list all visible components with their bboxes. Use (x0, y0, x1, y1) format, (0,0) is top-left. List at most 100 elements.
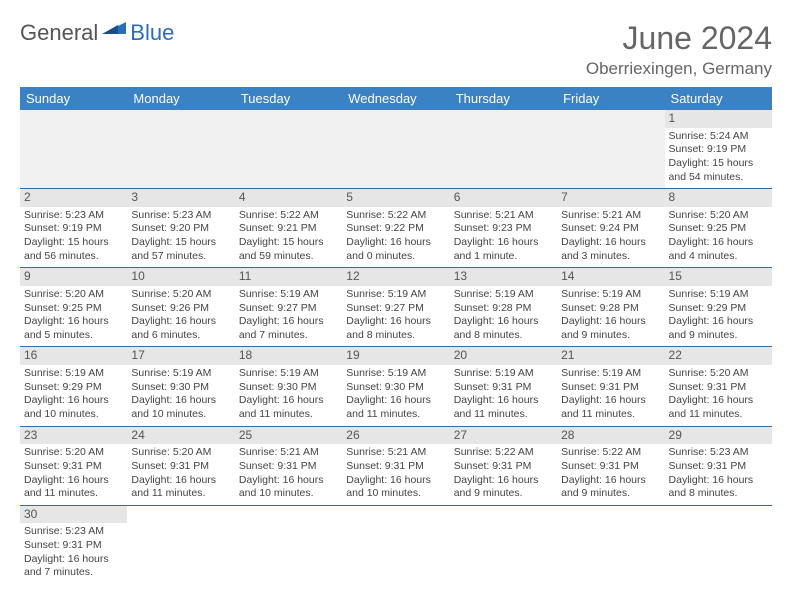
calendar-row: 16Sunrise: 5:19 AMSunset: 9:29 PMDayligh… (20, 347, 772, 426)
sunset-line: Sunset: 9:30 PM (131, 381, 230, 395)
sunrise-line: Sunrise: 5:24 AM (669, 130, 768, 144)
sunrise-line: Sunrise: 5:23 AM (131, 209, 230, 223)
sunset-line: Sunset: 9:25 PM (669, 222, 768, 236)
sunrise-line: Sunrise: 5:19 AM (239, 288, 338, 302)
day-info: Sunrise: 5:21 AMSunset: 9:24 PMDaylight:… (561, 209, 660, 264)
sunrise-line: Sunrise: 5:23 AM (24, 209, 123, 223)
day-number: 21 (557, 347, 664, 365)
day-number: 12 (342, 268, 449, 286)
day-number: 28 (557, 427, 664, 445)
day-number: 3 (127, 189, 234, 207)
weekday-header: Wednesday (342, 87, 449, 110)
day-info: Sunrise: 5:24 AMSunset: 9:19 PMDaylight:… (669, 130, 768, 185)
calendar-empty-cell (235, 110, 342, 189)
sunset-line: Sunset: 9:21 PM (239, 222, 338, 236)
day-number: 7 (557, 189, 664, 207)
sunrise-line: Sunrise: 5:20 AM (131, 288, 230, 302)
calendar-table: SundayMondayTuesdayWednesdayThursdayFrid… (20, 87, 772, 584)
calendar-day-cell: 26Sunrise: 5:21 AMSunset: 9:31 PMDayligh… (342, 426, 449, 505)
sunrise-line: Sunrise: 5:22 AM (346, 209, 445, 223)
sunrise-line: Sunrise: 5:19 AM (561, 367, 660, 381)
calendar-row: 30Sunrise: 5:23 AMSunset: 9:31 PMDayligh… (20, 505, 772, 584)
sunrise-line: Sunrise: 5:19 AM (669, 288, 768, 302)
day-number: 15 (665, 268, 772, 286)
day-info: Sunrise: 5:23 AMSunset: 9:31 PMDaylight:… (669, 446, 768, 501)
sunset-line: Sunset: 9:22 PM (346, 222, 445, 236)
sunrise-line: Sunrise: 5:19 AM (346, 288, 445, 302)
calendar-day-cell: 30Sunrise: 5:23 AMSunset: 9:31 PMDayligh… (20, 505, 127, 584)
day-info: Sunrise: 5:23 AMSunset: 9:19 PMDaylight:… (24, 209, 123, 264)
weekday-header: Friday (557, 87, 664, 110)
calendar-day-cell: 17Sunrise: 5:19 AMSunset: 9:30 PMDayligh… (127, 347, 234, 426)
daylight-line: Daylight: 16 hours and 1 minute. (454, 236, 553, 263)
sunset-line: Sunset: 9:26 PM (131, 302, 230, 316)
daylight-line: Daylight: 16 hours and 11 minutes. (669, 394, 768, 421)
sunrise-line: Sunrise: 5:22 AM (561, 446, 660, 460)
calendar-day-cell: 11Sunrise: 5:19 AMSunset: 9:27 PMDayligh… (235, 268, 342, 347)
daylight-line: Daylight: 16 hours and 7 minutes. (239, 315, 338, 342)
sunrise-line: Sunrise: 5:20 AM (669, 209, 768, 223)
day-info: Sunrise: 5:20 AMSunset: 9:31 PMDaylight:… (669, 367, 768, 422)
calendar-day-cell: 19Sunrise: 5:19 AMSunset: 9:30 PMDayligh… (342, 347, 449, 426)
daylight-line: Daylight: 16 hours and 10 minutes. (346, 474, 445, 501)
calendar-row: 23Sunrise: 5:20 AMSunset: 9:31 PMDayligh… (20, 426, 772, 505)
day-info: Sunrise: 5:19 AMSunset: 9:27 PMDaylight:… (346, 288, 445, 343)
calendar-day-cell: 24Sunrise: 5:20 AMSunset: 9:31 PMDayligh… (127, 426, 234, 505)
sunset-line: Sunset: 9:31 PM (561, 460, 660, 474)
day-number: 30 (20, 506, 127, 524)
daylight-line: Daylight: 16 hours and 0 minutes. (346, 236, 445, 263)
sunset-line: Sunset: 9:31 PM (669, 381, 768, 395)
calendar-day-cell: 9Sunrise: 5:20 AMSunset: 9:25 PMDaylight… (20, 268, 127, 347)
sunset-line: Sunset: 9:20 PM (131, 222, 230, 236)
calendar-day-cell: 22Sunrise: 5:20 AMSunset: 9:31 PMDayligh… (665, 347, 772, 426)
day-info: Sunrise: 5:20 AMSunset: 9:25 PMDaylight:… (24, 288, 123, 343)
sunset-line: Sunset: 9:30 PM (239, 381, 338, 395)
sunrise-line: Sunrise: 5:19 AM (346, 367, 445, 381)
daylight-line: Daylight: 16 hours and 4 minutes. (669, 236, 768, 263)
calendar-day-cell: 21Sunrise: 5:19 AMSunset: 9:31 PMDayligh… (557, 347, 664, 426)
sunset-line: Sunset: 9:29 PM (669, 302, 768, 316)
daylight-line: Daylight: 16 hours and 11 minutes. (561, 394, 660, 421)
day-number: 19 (342, 347, 449, 365)
sunset-line: Sunset: 9:31 PM (24, 460, 123, 474)
day-info: Sunrise: 5:20 AMSunset: 9:25 PMDaylight:… (669, 209, 768, 264)
sunset-line: Sunset: 9:19 PM (24, 222, 123, 236)
weekday-header: Tuesday (235, 87, 342, 110)
calendar-empty-cell (127, 110, 234, 189)
logo: General Blue (20, 20, 174, 46)
calendar-day-cell: 15Sunrise: 5:19 AMSunset: 9:29 PMDayligh… (665, 268, 772, 347)
day-number: 18 (235, 347, 342, 365)
day-number: 2 (20, 189, 127, 207)
daylight-line: Daylight: 16 hours and 5 minutes. (24, 315, 123, 342)
day-number: 14 (557, 268, 664, 286)
day-info: Sunrise: 5:23 AMSunset: 9:31 PMDaylight:… (24, 525, 123, 580)
weekday-header: Thursday (450, 87, 557, 110)
sunrise-line: Sunrise: 5:20 AM (131, 446, 230, 460)
title-block: June 2024 Oberriexingen, Germany (586, 20, 772, 79)
day-info: Sunrise: 5:22 AMSunset: 9:31 PMDaylight:… (561, 446, 660, 501)
daylight-line: Daylight: 16 hours and 6 minutes. (131, 315, 230, 342)
sunrise-line: Sunrise: 5:21 AM (561, 209, 660, 223)
weekday-header-row: SundayMondayTuesdayWednesdayThursdayFrid… (20, 87, 772, 110)
day-info: Sunrise: 5:20 AMSunset: 9:31 PMDaylight:… (24, 446, 123, 501)
sunset-line: Sunset: 9:31 PM (346, 460, 445, 474)
calendar-day-cell: 5Sunrise: 5:22 AMSunset: 9:22 PMDaylight… (342, 189, 449, 268)
day-number: 8 (665, 189, 772, 207)
daylight-line: Daylight: 16 hours and 7 minutes. (24, 553, 123, 580)
calendar-day-cell: 29Sunrise: 5:23 AMSunset: 9:31 PMDayligh… (665, 426, 772, 505)
calendar-day-cell: 12 Sunrise: 5:19 AMSunset: 9:27 PMDayligh… (342, 268, 449, 347)
sunrise-line: Sunrise: 5:21 AM (454, 209, 553, 223)
calendar-empty-cell (20, 110, 127, 189)
sunrise-line: Sunrise: 5:19 AM (24, 367, 123, 381)
logo-text-general: General (20, 20, 98, 46)
sunset-line: Sunset: 9:19 PM (669, 143, 768, 157)
day-number: 26 (342, 427, 449, 445)
sunrise-line: Sunrise: 5:19 AM (454, 288, 553, 302)
calendar-day-cell: 27Sunrise: 5:22 AMSunset: 9:31 PMDayligh… (450, 426, 557, 505)
day-info: Sunrise: 5:20 AMSunset: 9:26 PMDaylight:… (131, 288, 230, 343)
day-info: Sunrise: 5:22 AMSunset: 9:21 PMDaylight:… (239, 209, 338, 264)
sunrise-line: Sunrise: 5:19 AM (561, 288, 660, 302)
calendar-day-cell: 10Sunrise: 5:20 AMSunset: 9:26 PMDayligh… (127, 268, 234, 347)
day-info: Sunrise: 5:21 AMSunset: 9:23 PMDaylight:… (454, 209, 553, 264)
sunrise-line: Sunrise: 5:21 AM (346, 446, 445, 460)
